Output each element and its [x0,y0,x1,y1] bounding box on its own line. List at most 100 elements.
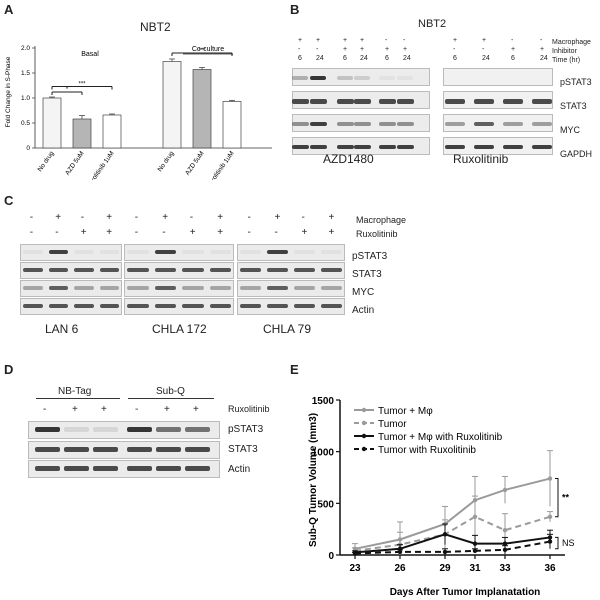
panel-c-macro-mark: + [55,212,62,223]
panel-d-rux-mark: + [164,404,170,415]
panel-b-band [474,122,494,126]
panel-d-band [127,427,152,432]
panel-c-macro-mark: - [29,212,34,223]
panel-b-lane-mark: + [343,46,348,53]
panel-d-protein-stat3: STAT3 [228,444,258,455]
panel-e-letter: E [290,362,299,377]
panel-b-band [292,145,309,149]
panel-c-blot [124,298,234,315]
panel-a-title: NBT2 [140,20,171,34]
panel-c-macro-mark: - [247,212,251,223]
panel-c-band [267,286,288,290]
panel-c-blot [20,244,122,261]
panel-c-rux-mark: + [217,227,224,238]
panel-a-basal-label: Basal [81,51,99,58]
panel-b-band [354,76,370,80]
panel-a-bar [72,118,92,149]
panel-d-letter: D [4,362,14,377]
panel-c-rux-mark: + [189,227,196,238]
panel-b-band [445,99,465,104]
panel-b-protein-gapdh: GAPDH [560,149,593,159]
panel-a-category-label: No drug [157,150,176,173]
panel-e-sig-bracket [555,536,559,550]
panel-b-lane-mark: 24 [482,55,490,62]
panel-c-blot [124,262,234,279]
panel-e-series-line [354,533,551,554]
panel-b-lane-mark: - [511,37,514,44]
panel-c-rux-mark: - [274,227,278,238]
panel-d-band [93,447,118,452]
panel-c-band [240,304,261,308]
panel-b-row-labels: Macrophage Inhibitor Time (hr) [552,38,591,65]
panel-d-protein-actin: Actin [228,464,251,475]
panel-c-band [23,304,43,308]
panel-c-rux-mark: + [328,227,335,238]
panel-c-rux-mark: - [55,227,59,238]
panel-b-title: NBT2 [418,18,447,30]
panel-d-band [156,427,181,432]
panel-c-macro-mark: + [328,212,335,223]
panel-a-coculture-label: Co-culture [192,46,224,53]
panel-e-legend-marker [361,446,367,452]
panel-c-label-macrophage: Macrophage [356,215,407,225]
panel-c-macro-mark: - [301,212,305,223]
panel-b-band [354,145,371,149]
panel-c-band [127,304,149,308]
panel-c-band [99,268,119,272]
panel-b-blot-right [443,68,553,86]
panel-b-lane-mark: + [540,46,545,53]
panel-a-category-label: AZD 5uM [64,150,85,177]
panel-c-band [240,268,261,272]
panel-a-bar [162,61,182,149]
panel-c-macro-mark: + [217,212,224,223]
panel-b-lane-mark: 6 [453,55,457,62]
panel-c-band [267,250,288,254]
panel-c-band [48,286,68,290]
panel-e-sig-label: ** [562,493,570,503]
panel-e-point [442,549,448,555]
panel-e-legend-label: Tumor + Mφ with Ruxolitinib [378,432,503,443]
panel-c-band [74,286,94,290]
panel-c-blot [237,244,345,261]
panel-d-band [127,466,152,471]
panel-e-series-line [354,477,551,550]
panel-c-protein-pstat3: pSTAT3 [352,251,388,262]
panel-e-point [547,514,553,519]
panel-d-protein-pstat3: pSTAT3 [228,424,264,435]
panel-b-lane-mark: - [540,37,543,44]
panel-b-lane-mark: - [298,46,301,53]
panel-e-point [547,539,553,544]
panel-c-protein-stat3: STAT3 [352,269,382,280]
panel-d-blot [28,460,220,478]
panel-a-letter: A [4,2,14,17]
panel-a-ytick-label: 0 [26,145,30,152]
panel-b-lane-mark: 24 [316,55,324,62]
panel-c-rux-mark: - [29,227,34,238]
panel-e-point [472,514,478,519]
panel-b-lane-mark: + [511,46,516,53]
panel-e-ytick-label: 1500 [312,396,335,407]
panel-d-band [185,427,210,432]
panel-d-band [35,447,60,452]
panel-b-blot-right [443,137,553,155]
panel-c-band [182,304,204,308]
panel-c-rux-mark: - [162,227,166,238]
panel-c-band [154,268,176,272]
panel-c-line-lan6: LAN 6 [45,322,79,336]
panel-e-line-chart: Sub-Q Tumor Volume (mm3) Days After Tumo… [308,396,575,598]
panel-b-band [337,76,353,80]
panel-c-band [23,286,43,290]
panel-b-label-time: Time (hr) [552,57,581,64]
panel-b-band [292,122,309,126]
panel-d-rux-mark: + [193,404,199,415]
panel-c-band [154,304,176,308]
panel-c-band [209,250,231,254]
panel-b-lane-mark: 24 [540,55,548,62]
panel-c-band [182,286,204,290]
panel-a-bar [102,114,122,149]
panel-c-letter: C [4,193,14,208]
panel-d-rux-mark: - [43,404,47,415]
panel-e-sig-bracket [555,478,559,518]
panel-c-band [154,286,176,290]
panel-e-point [397,549,403,555]
